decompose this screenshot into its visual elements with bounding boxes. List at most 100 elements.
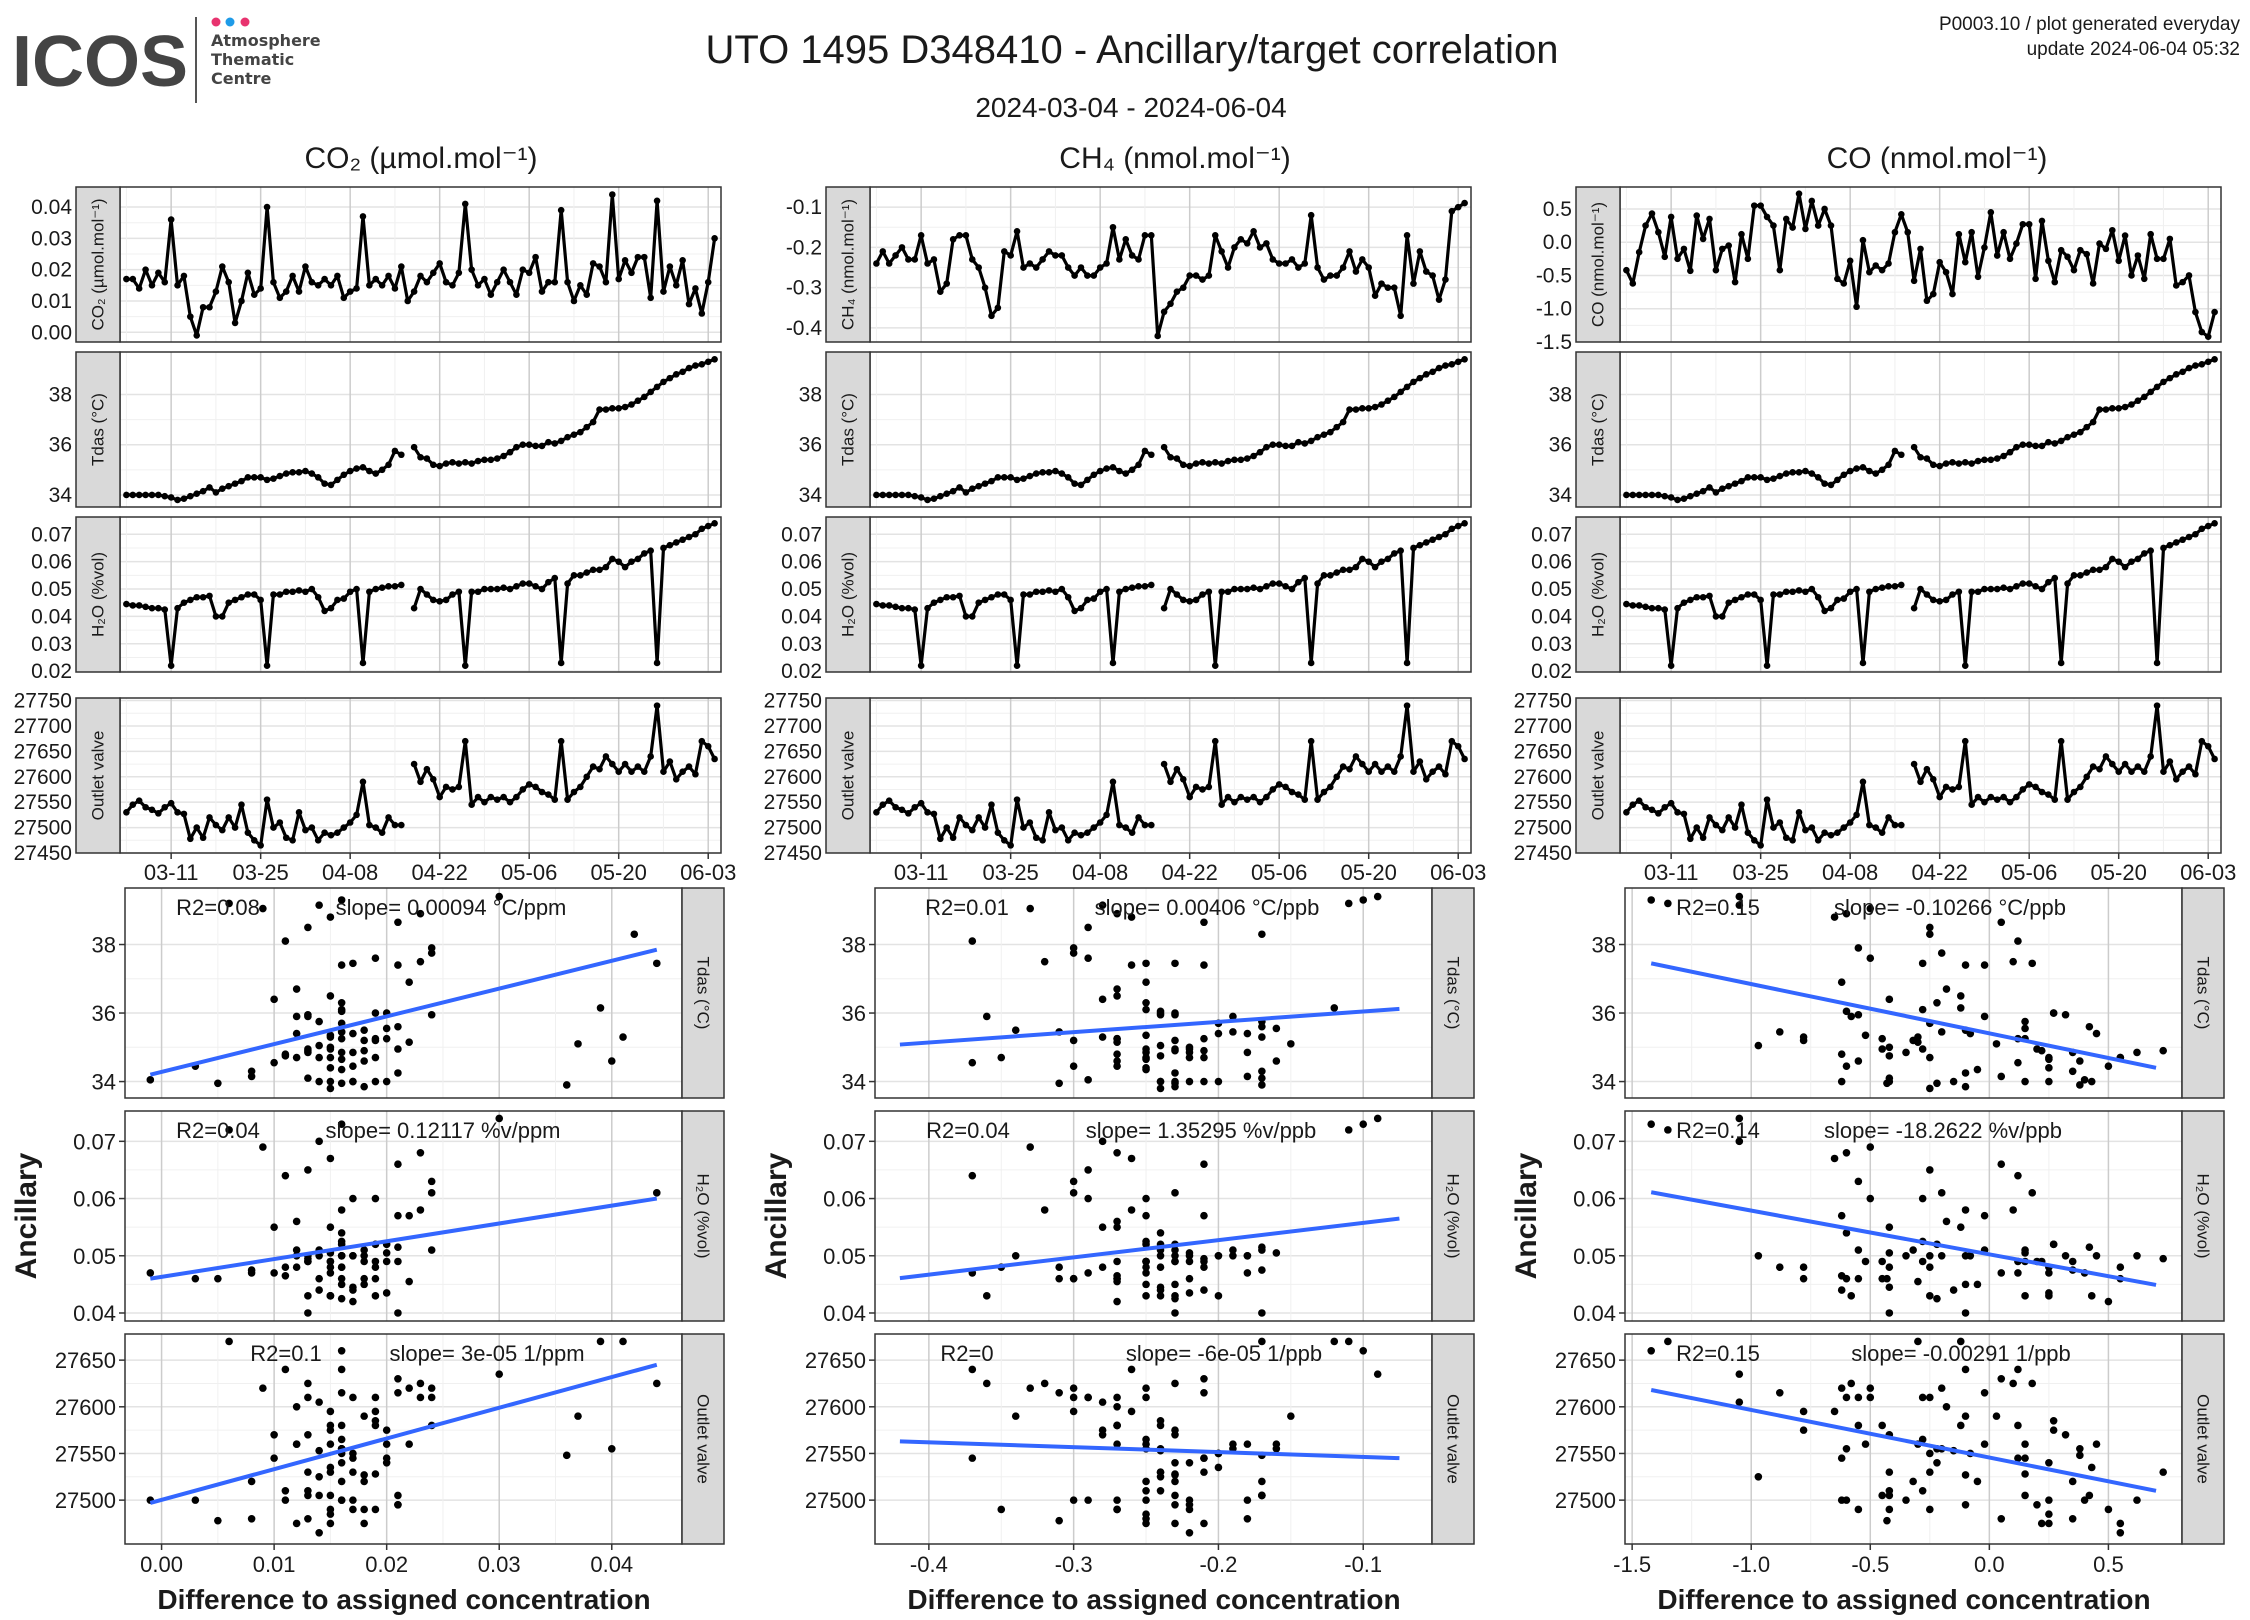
data-point [1237, 456, 1245, 464]
scatter-point [1185, 1459, 1194, 1467]
y-tick-label: 38 [1592, 933, 1616, 958]
scatter-point [337, 1048, 346, 1057]
x-tick-label: -1.5 [1613, 1552, 1651, 1577]
scatter-point [360, 1251, 368, 1260]
scatter-point [1011, 1026, 1020, 1034]
scatter-point [1344, 1337, 1353, 1346]
data-point [481, 275, 488, 283]
data-point [2128, 272, 2135, 279]
scatter-point [360, 1036, 368, 1045]
scatter-point [2068, 1257, 2077, 1266]
data-point [1218, 588, 1225, 596]
data-point [1096, 467, 1104, 475]
scatter-point [2021, 1454, 2029, 1462]
scatter-point [304, 1393, 312, 1402]
data-point [892, 603, 899, 611]
scatter-point [1200, 1263, 1208, 1272]
data-point [187, 313, 194, 320]
scatter-point [1142, 959, 1150, 968]
data-point [711, 519, 718, 527]
data-point [1288, 256, 1296, 263]
y-tick-label: 0.05 [823, 1244, 866, 1269]
data-point [679, 368, 686, 376]
scatter-point [2045, 1064, 2053, 1072]
scatter-point [1098, 1398, 1107, 1406]
y-tick-label: 0.07 [823, 1129, 866, 1154]
data-point [892, 252, 899, 259]
plot-background [1620, 698, 2221, 853]
data-point [672, 282, 680, 289]
data-point [129, 275, 137, 283]
scatter-point [1142, 1487, 1150, 1495]
data-point [672, 776, 680, 783]
regression-line [149, 947, 658, 1077]
data-point [1725, 242, 1732, 249]
y-tick-label: 27450 [14, 842, 72, 865]
scatter-point [1956, 1421, 1965, 1430]
scatter-point [1735, 892, 1744, 901]
strip-label: CO₂ (µmol.mol⁻¹) [89, 198, 108, 330]
data-point [1821, 607, 1828, 615]
scatter-point [315, 1077, 323, 1086]
scatter-point [1113, 1403, 1121, 1411]
facet-strip [75, 697, 121, 854]
scatter-point [349, 1286, 357, 1294]
data-point [2077, 428, 2084, 436]
data-point [1173, 288, 1181, 295]
scatter-point [2087, 1292, 2096, 1300]
data-point [1307, 737, 1315, 745]
regression-line [1650, 1388, 2157, 1493]
scatter-point [1799, 1274, 1808, 1283]
scatter-point [371, 1263, 380, 1272]
y-tick-label: 0.04 [31, 196, 72, 219]
data-point [1160, 604, 1168, 612]
data-point [1416, 374, 1424, 382]
scatter-point [1200, 1389, 1208, 1397]
data-point [2006, 798, 2014, 806]
data-point [340, 595, 348, 602]
x-tick-label: 0.03 [478, 1552, 521, 1577]
x-tick-label: 06-03 [680, 860, 736, 885]
data-point [1917, 778, 1924, 786]
scatter-point [337, 1294, 346, 1303]
data-point [1981, 798, 1988, 806]
data-point [1122, 470, 1130, 477]
scatter-point [1949, 1286, 1958, 1294]
data-point [218, 263, 226, 270]
data-point [2153, 659, 2161, 667]
scatter-point [337, 1421, 346, 1430]
data-point [1205, 272, 1213, 279]
scatter-point [2092, 1251, 2101, 1260]
scatter-point [349, 1496, 357, 1504]
data-point [1454, 358, 1462, 366]
data-point [1435, 533, 1443, 541]
scatter-point [1902, 1496, 1910, 1504]
data-point [1026, 591, 1034, 598]
scatter-point [2014, 1269, 2022, 1277]
scatter-point [1914, 1277, 1922, 1286]
data-point [1135, 461, 1142, 469]
data-point [698, 310, 706, 317]
data-point [257, 842, 264, 849]
data-point [1378, 401, 1385, 408]
data-point [1339, 264, 1347, 271]
scatter-point [259, 904, 267, 913]
data-point [1422, 268, 1430, 275]
data-point [423, 455, 431, 462]
data-point [1390, 284, 1398, 291]
scatter-point [326, 1154, 335, 1163]
scatter-point [337, 1065, 346, 1074]
data-point [962, 613, 970, 620]
x-tick-label: 04-22 [1912, 860, 1968, 885]
data-point [660, 378, 667, 386]
data-point [672, 371, 680, 378]
data-point [1693, 490, 1701, 497]
plot-background [120, 698, 721, 853]
data-point [1917, 245, 1924, 253]
column-title-co: CO (nmol.mol⁻¹) [1827, 142, 2048, 175]
plot-background [1625, 888, 2182, 1098]
x-tick-label: 0.5 [2093, 1552, 2124, 1577]
scatter-point [1171, 1431, 1179, 1439]
facet-strip [2181, 887, 2225, 1099]
data-point [1448, 737, 1456, 745]
